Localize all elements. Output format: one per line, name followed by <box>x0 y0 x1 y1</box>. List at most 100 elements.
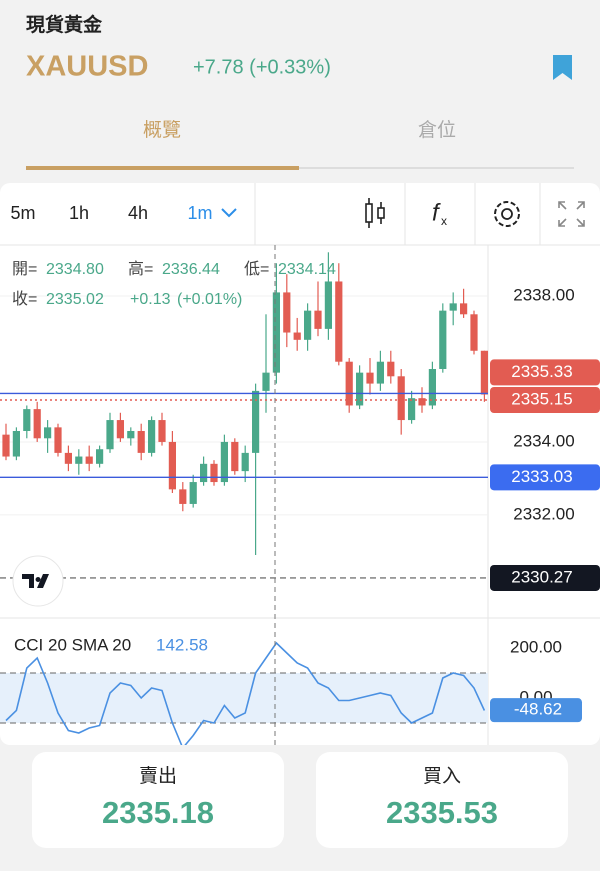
y-tick-label: 2338.00 <box>513 286 574 305</box>
candle-body <box>387 361 395 377</box>
candle-body <box>44 427 52 439</box>
y-tick-label: 200.00 <box>510 637 562 656</box>
candle-body <box>293 332 301 340</box>
candle-body <box>335 281 343 362</box>
candle-body <box>376 361 384 384</box>
candle-body <box>470 314 478 351</box>
candle-body <box>480 350 488 395</box>
candle-body <box>96 449 104 464</box>
price-change: +7.78 (+0.33%) <box>193 56 331 78</box>
tab-positions[interactable]: 倉位 <box>418 119 456 141</box>
candle-body <box>241 452 249 472</box>
candle-body <box>324 281 332 329</box>
ohlc-legend: 開= 2334.80 高= 2336.44 低= 2334.14 收= 2335… <box>12 260 336 308</box>
candle-body <box>137 431 145 453</box>
price-tag-label: 2335.33 <box>511 362 572 381</box>
candle-body <box>85 456 93 464</box>
candle-body <box>200 463 208 483</box>
legend-value: 2334.14 <box>278 261 336 278</box>
candle-body <box>148 420 156 453</box>
candle-body <box>408 398 416 421</box>
chart-type-icon[interactable] <box>365 198 385 228</box>
candle-body <box>418 398 426 406</box>
candle-body <box>23 409 31 431</box>
price-tag <box>490 359 600 386</box>
sell-price: 2335.18 <box>102 795 214 830</box>
settings-icon[interactable] <box>494 201 520 227</box>
indicator-icon[interactable]: x <box>441 214 447 228</box>
legend-label: 低= <box>244 260 269 278</box>
indicator-name: CCI 20 SMA 20 <box>14 635 131 654</box>
dropdown-icon[interactable] <box>221 208 237 218</box>
legend-value: (+0.01%) <box>177 291 242 308</box>
y-tick-label: 2332.00 <box>513 504 574 523</box>
chart-card <box>0 183 600 745</box>
buy-label: 買入 <box>423 766 461 787</box>
candle-body <box>262 372 270 391</box>
bookmark-icon[interactable] <box>553 55 572 80</box>
candle-body <box>75 456 83 464</box>
candle-body <box>54 427 62 453</box>
price-tag-label: 2330.27 <box>511 567 572 586</box>
candle-body <box>231 441 239 472</box>
page-title: 現貨黃金 <box>26 13 103 36</box>
legend-value: 2334.80 <box>46 261 104 278</box>
symbol: XAUUSD <box>26 51 148 83</box>
tradingview-logo <box>12 555 64 607</box>
price-pane: 2338.00 2334.00 2332.00 2335.33 2335.15 2333.… <box>0 252 600 591</box>
candle-body <box>179 489 187 504</box>
candle-body <box>283 292 291 333</box>
cci-line <box>5 641 486 750</box>
price-tag <box>490 464 600 491</box>
candle-body <box>106 420 114 450</box>
candle-body <box>428 369 436 406</box>
indicator-pane: 200.000.00-48.62 <box>0 637 582 750</box>
tab-indicator <box>26 166 299 170</box>
indicator-reading: 142.58 <box>156 635 208 654</box>
price-tag-label: 2335.15 <box>511 389 572 408</box>
candle-body <box>64 452 72 464</box>
candle-body <box>252 390 260 453</box>
cci-tag <box>490 698 582 723</box>
candle-body <box>439 310 447 369</box>
cci-band <box>0 673 488 723</box>
candle-body <box>12 431 20 457</box>
cci-tag-label: -48.62 <box>514 700 562 719</box>
candle-body <box>304 310 312 340</box>
legend-label: 開= <box>12 261 37 278</box>
candle-body <box>460 303 468 315</box>
candle-body <box>272 292 280 373</box>
candle-body <box>158 420 166 442</box>
legend-label: 高= <box>128 260 153 278</box>
buy-price: 2335.53 <box>386 795 498 830</box>
interval-button[interactable]: 1h <box>69 203 89 223</box>
sell-button[interactable] <box>32 752 284 848</box>
candle-body <box>356 372 364 406</box>
candle-body <box>345 361 353 406</box>
fullscreen-icon[interactable] <box>558 201 585 227</box>
indicator-icon[interactable]: f <box>432 199 441 226</box>
candle-body <box>127 431 135 439</box>
candle-body <box>116 420 124 439</box>
interval-button[interactable]: 5m <box>10 203 35 223</box>
interval-button-active[interactable]: 1m <box>187 203 212 223</box>
candle-body <box>314 310 322 329</box>
candle-body <box>220 441 228 483</box>
candle-body <box>397 376 405 421</box>
candle-body <box>2 434 10 457</box>
candle-body <box>366 372 374 384</box>
y-tick-label: 2334.00 <box>513 431 574 450</box>
price-tag-label: 2333.03 <box>511 467 572 486</box>
candle-body <box>168 441 176 490</box>
toolbar-separators <box>254 183 541 245</box>
candle-body <box>33 409 41 439</box>
candle-body <box>449 303 457 311</box>
legend-value: +0.13 <box>130 291 171 308</box>
tab-overview[interactable]: 概覽 <box>143 119 181 141</box>
price-tag <box>490 564 600 591</box>
sell-label: 賣出 <box>139 765 177 787</box>
buy-button[interactable] <box>316 752 568 848</box>
interval-button[interactable]: 4h <box>128 203 148 223</box>
legend-value: 2335.02 <box>46 291 104 308</box>
